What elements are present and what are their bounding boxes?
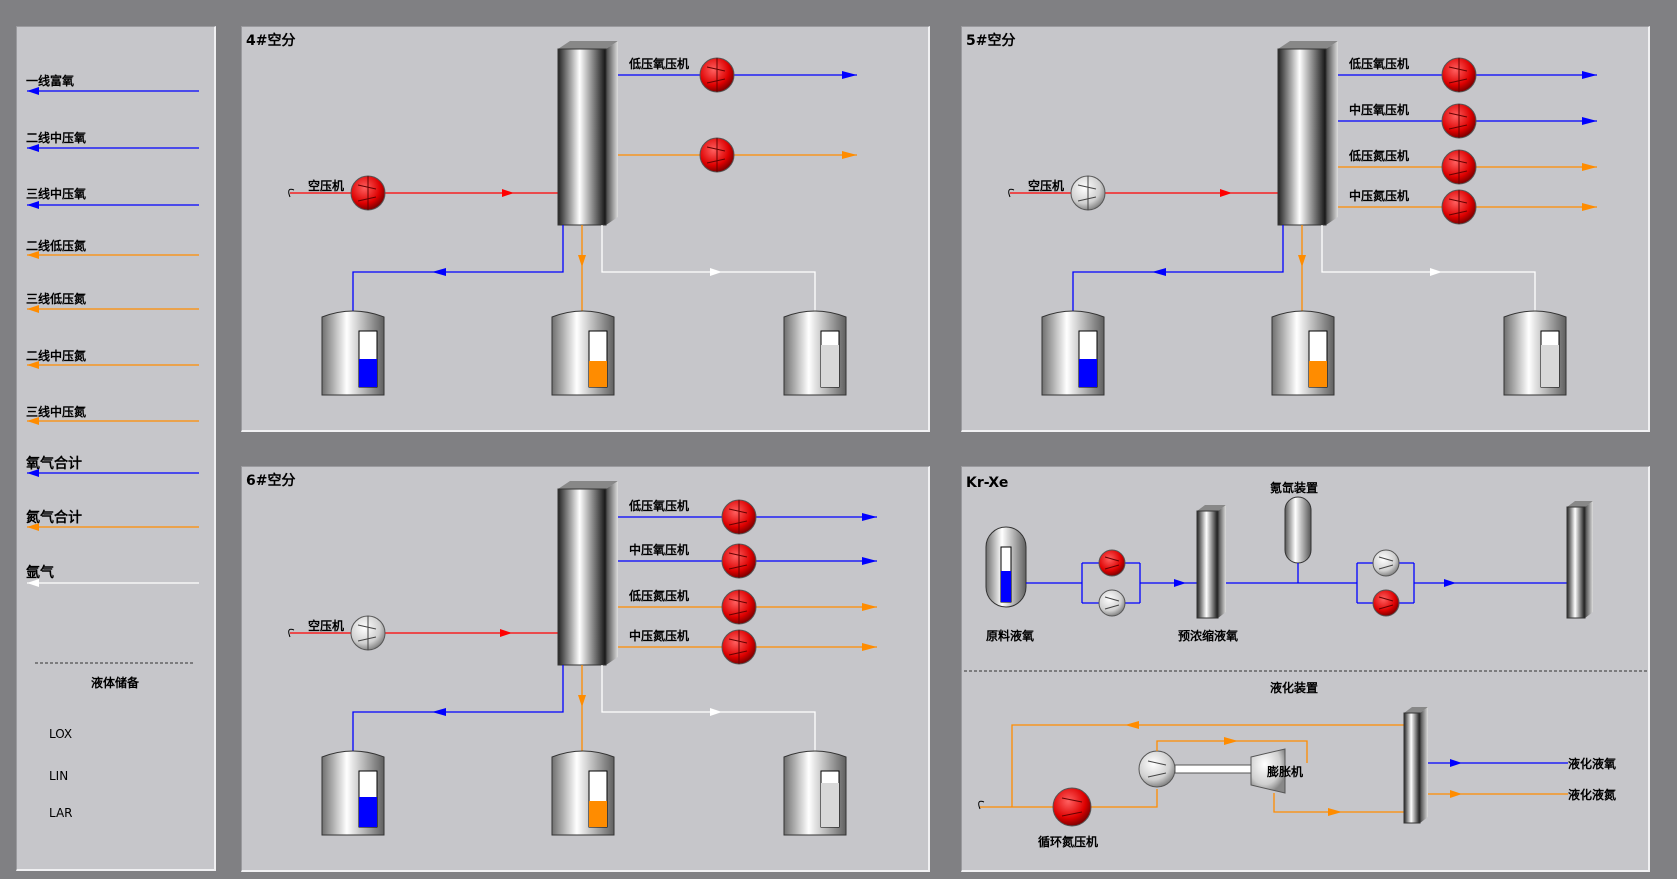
krxe-diagram — [964, 496, 1648, 827]
unit-6-lin-tank[interactable] — [551, 750, 615, 836]
unit-6-lox-tank[interactable] — [321, 750, 385, 836]
cycle-n2-compressor[interactable] — [1052, 787, 1092, 827]
unit-5-title: 5#空分 — [966, 33, 1016, 49]
krxe-pump-3[interactable] — [1372, 549, 1400, 577]
unit-4-o2-compressor[interactable] — [699, 57, 735, 93]
liq-heat-exchanger[interactable] — [1403, 707, 1428, 824]
storage-lar[interactable]: LAR — [49, 806, 73, 820]
unit-4-title: 4#空分 — [246, 33, 296, 49]
unit-6-comp2-label: 中压氧压机 — [629, 543, 690, 557]
unit-5-lar-tank[interactable] — [1503, 310, 1567, 396]
unit-4-comp1-label: 低压氧压机 — [629, 57, 690, 71]
unit-6-lar-tank[interactable] — [783, 750, 847, 836]
legend-lines — [27, 87, 199, 664]
raw-lox-label: 原料液氧 — [986, 629, 1035, 643]
unit-6-column[interactable] — [557, 481, 618, 666]
unit-4-diagram — [288, 41, 857, 396]
unit-4-air-compressor[interactable] — [350, 175, 386, 211]
expander-label: 膨胀机 — [1267, 765, 1304, 779]
unit-5-comp1-label: 低压氧压机 — [1349, 57, 1410, 71]
legend-item-2: 二线中压氧 — [26, 131, 87, 145]
legend-item-10: 氩气 — [26, 565, 54, 581]
unit-5-compressor-3[interactable] — [1441, 149, 1477, 185]
unit-6-panel: 6#空分 — [241, 466, 930, 872]
legend-item-7: 三线中压氮 — [26, 405, 87, 419]
unit-6-compressor-1[interactable] — [721, 499, 757, 535]
storage-lox[interactable]: LOX — [49, 727, 73, 741]
krxe-panel: Kr-Xe — [961, 466, 1650, 872]
preconc-label: 预浓缩液氧 — [1178, 629, 1239, 643]
booster-compressor[interactable] — [1138, 750, 1176, 788]
final-column[interactable] — [1566, 501, 1593, 619]
unit-6-compressor-3[interactable] — [721, 589, 757, 625]
legend-item-1: 一线富氧 — [26, 74, 75, 88]
kr-device-vessel[interactable] — [1284, 496, 1312, 564]
legend-item-5: 三线低压氮 — [26, 292, 87, 306]
kr-device-label: 氪氙装置 — [1270, 481, 1319, 495]
storage-lin[interactable]: LIN — [49, 769, 69, 783]
liq-n2-label: 液化液氮 — [1568, 788, 1617, 802]
unit-6-comp4-label: 中压氮压机 — [629, 629, 690, 643]
unit-5-comp3-label: 低压氮压机 — [1349, 149, 1410, 163]
unit-6-compressor-4[interactable] — [721, 629, 757, 665]
unit-5-compressor-4[interactable] — [1441, 189, 1477, 225]
krxe-pump-1[interactable] — [1098, 549, 1126, 577]
unit-6-air-comp-label: 空压机 — [308, 619, 345, 633]
unit-4-lin-tank[interactable] — [551, 310, 615, 396]
unit-5-column[interactable] — [1277, 41, 1338, 226]
unit-4-panel: 4#空分 — [241, 26, 930, 432]
legend-item-3: 三线中压氧 — [26, 187, 87, 201]
unit-5-lin-tank[interactable] — [1271, 310, 1335, 396]
unit-6-air-compressor[interactable] — [350, 615, 386, 651]
liq-title: 液化装置 — [1270, 681, 1319, 695]
raw-lox-vessel[interactable] — [985, 526, 1027, 608]
unit-5-lox-tank[interactable] — [1041, 310, 1105, 396]
unit-5-compressor-1[interactable] — [1441, 57, 1477, 93]
legend-item-6: 二线中压氮 — [26, 349, 87, 363]
unit-5-panel: 5#空分 — [961, 26, 1650, 432]
unit-6-comp3-label: 低压氮压机 — [629, 589, 690, 603]
krxe-title: Kr-Xe — [966, 475, 1009, 491]
storage-title: 液体储备 — [91, 676, 140, 690]
krxe-pump-4[interactable] — [1372, 589, 1400, 617]
unit-5-air-compressor[interactable] — [1070, 175, 1106, 211]
legend-item-8: 氧气合计 — [26, 456, 82, 472]
unit-6-diagram — [288, 481, 877, 836]
unit-5-diagram — [1008, 41, 1597, 396]
expander[interactable] — [1250, 748, 1286, 794]
unit-4-air-comp-label: 空压机 — [308, 179, 345, 193]
legend-item-9: 氮气合计 — [26, 510, 82, 526]
liq-o2-label: 液化液氧 — [1568, 757, 1617, 771]
unit-6-title: 6#空分 — [246, 473, 296, 489]
unit-4-lar-tank[interactable] — [783, 310, 847, 396]
unit-4-lox-tank[interactable] — [321, 310, 385, 396]
unit-5-comp2-label: 中压氧压机 — [1349, 103, 1410, 117]
unit-4-column[interactable] — [557, 41, 618, 226]
unit-5-compressor-2[interactable] — [1441, 103, 1477, 139]
legend-panel: 一线富氧 二线中压氧 三线中压氧 二线低压氮 三线低压氮 二线中压氮 三线中压氮… — [16, 26, 216, 871]
unit-4-n2-compressor[interactable] — [699, 137, 735, 173]
unit-5-comp4-label: 中压氮压机 — [1349, 189, 1410, 203]
unit-6-compressor-2[interactable] — [721, 543, 757, 579]
unit-5-air-comp-label: 空压机 — [1028, 179, 1065, 193]
cycle-comp-label: 循环氮压机 — [1038, 835, 1099, 849]
preconc-column[interactable] — [1196, 505, 1226, 619]
krxe-pump-2[interactable] — [1098, 589, 1126, 617]
legend-item-4: 二线低压氮 — [26, 239, 87, 253]
unit-6-comp1-label: 低压氧压机 — [629, 499, 690, 513]
